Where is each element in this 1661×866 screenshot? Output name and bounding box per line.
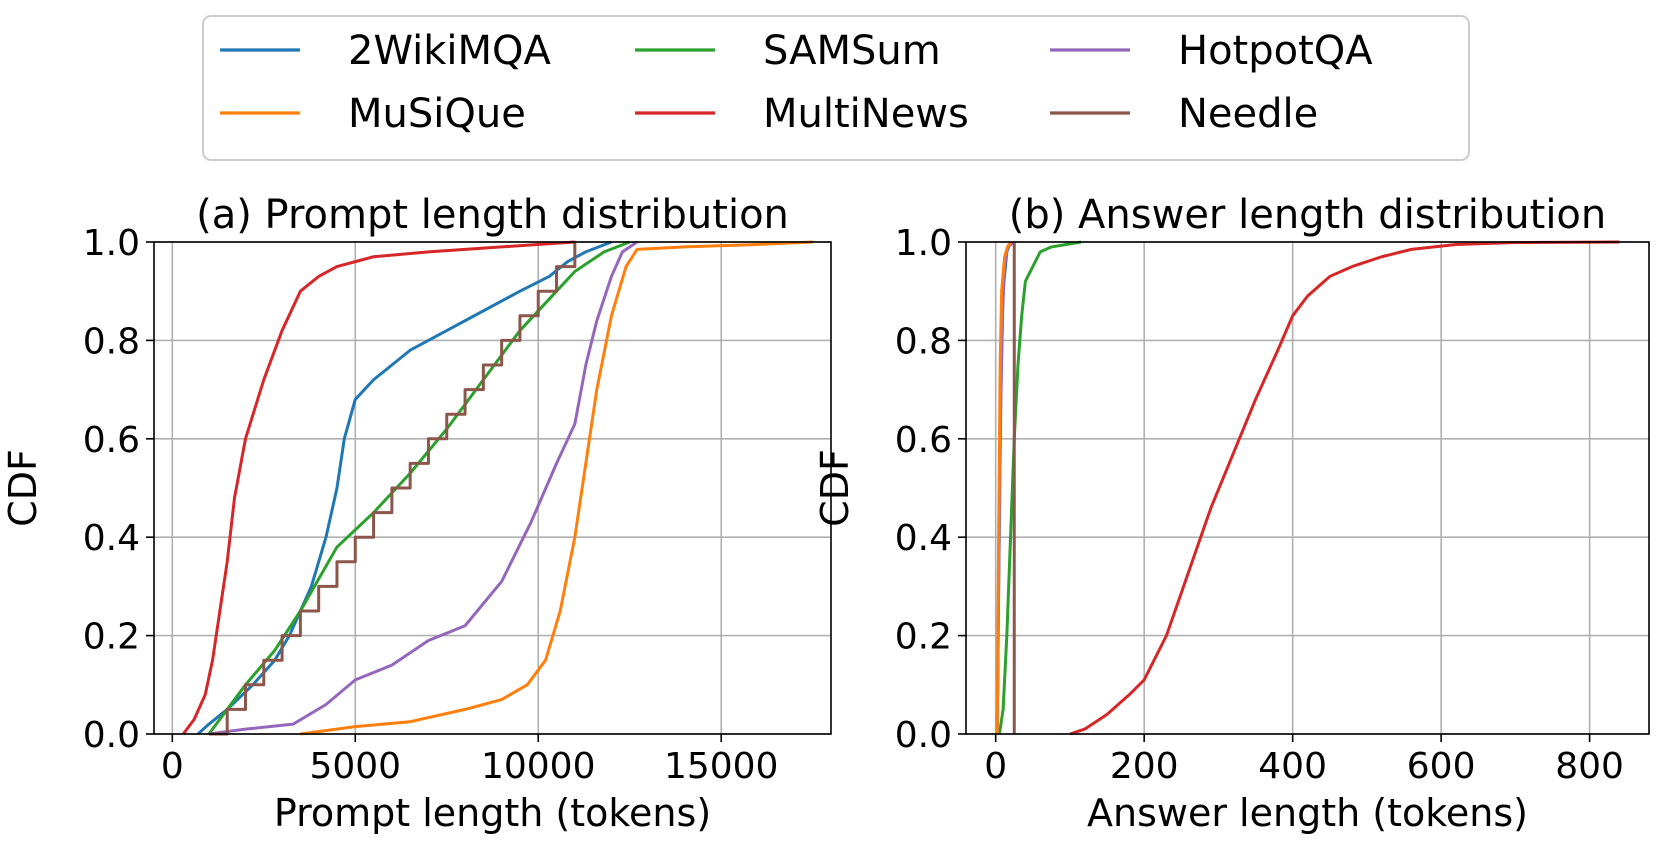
y-tick-label: 0.8 — [895, 321, 952, 362]
x-axis-label-a: Prompt length (tokens) — [274, 791, 711, 835]
legend-item-multinews: MultiNews — [635, 91, 969, 137]
y-tick-label: 0.8 — [83, 321, 140, 362]
x-tick-label: 200 — [1110, 746, 1179, 787]
y-tick-label: 0.6 — [895, 420, 952, 461]
y-tick-label: 0.2 — [895, 617, 952, 658]
y-ticks-a: 0.0 0.2 0.4 0.6 0.8 1.0 — [83, 223, 154, 756]
y-tick-label: 0.6 — [83, 420, 140, 461]
x-ticks-a: 0 5000 10000 15000 — [161, 734, 779, 787]
y-tick-label: 0.2 — [83, 617, 140, 658]
series-line-multinews — [1069, 240, 1620, 736]
legend-label: SAMSum — [763, 28, 941, 74]
series-line-musique — [300, 240, 813, 736]
y-tick-label: 0.0 — [83, 715, 140, 756]
legend-label: MuSiQue — [348, 91, 526, 137]
series-a — [182, 240, 813, 736]
y-tick-label: 0.4 — [895, 518, 952, 559]
x-tick-label: 400 — [1258, 746, 1327, 787]
y-axis-label-b: CDF — [813, 449, 857, 527]
series-line-musique — [995, 241, 1012, 735]
x-tick-label: 5000 — [309, 746, 401, 787]
y-tick-label: 0.4 — [83, 518, 140, 559]
y-tick-label: 1.0 — [83, 223, 140, 264]
x-tick-label: 800 — [1555, 746, 1624, 787]
x-tick-label: 600 — [1407, 746, 1476, 787]
axes-frame-b — [965, 241, 1650, 735]
chart-title-b: (b) Answer length distribution — [1009, 192, 1607, 238]
legend: 2WikiMQA SAMSum HotpotQA MuSiQue MultiNews Ne… — [202, 15, 1470, 161]
legend-item-hotpotqa: HotpotQA — [1050, 28, 1373, 74]
legend-frame — [202, 15, 1470, 161]
legend-entries: 2WikiMQA SAMSum HotpotQA MuSiQue MultiNews Ne… — [220, 28, 1373, 137]
y-tick-label: 1.0 — [895, 223, 952, 264]
x-ticks-b: 0 200 400 600 800 — [984, 734, 1624, 787]
x-tick-label: 0 — [984, 746, 1007, 787]
y-tick-label: 0.0 — [895, 715, 952, 756]
series-b — [995, 240, 1620, 736]
legend-item-2wikimqa: 2WikiMQA — [220, 28, 552, 74]
series-line-2wikimqa — [196, 240, 612, 736]
panel-answer-length: 0 200 400 600 800 0.0 0.2 0.4 0.6 0.8 1.0 (b) Ans… — [813, 192, 1650, 835]
y-ticks-b: 0.0 0.2 0.4 0.6 0.8 1.0 — [895, 223, 966, 756]
axes-frame-a — [153, 241, 832, 735]
legend-item-musique: MuSiQue — [220, 91, 526, 137]
x-tick-label: 0 — [161, 746, 184, 787]
grid-b — [966, 241, 1649, 735]
legend-label: Needle — [1178, 91, 1318, 137]
chart-title-a: (a) Prompt length distribution — [196, 192, 789, 238]
series-line-samsum — [997, 240, 1082, 735]
legend-label: HotpotQA — [1178, 28, 1373, 74]
panel-prompt-length: 0 5000 10000 15000 0.0 0.2 0.4 0.6 0.8 1.0 (a) P… — [1, 192, 832, 835]
x-tick-label: 10000 — [481, 746, 596, 787]
series-line-hotpotqa — [208, 240, 638, 736]
series-line-multinews — [182, 240, 575, 735]
x-axis-label-b: Answer length (tokens) — [1087, 791, 1528, 835]
x-tick-label: 15000 — [664, 746, 779, 787]
legend-label: 2WikiMQA — [348, 28, 552, 74]
grid-a — [154, 241, 831, 735]
series-line-needle — [208, 242, 577, 736]
y-axis-label-a: CDF — [1, 449, 45, 527]
legend-label: MultiNews — [763, 91, 969, 137]
legend-item-samsum: SAMSum — [635, 28, 941, 74]
legend-item-needle: Needle — [1050, 91, 1318, 137]
